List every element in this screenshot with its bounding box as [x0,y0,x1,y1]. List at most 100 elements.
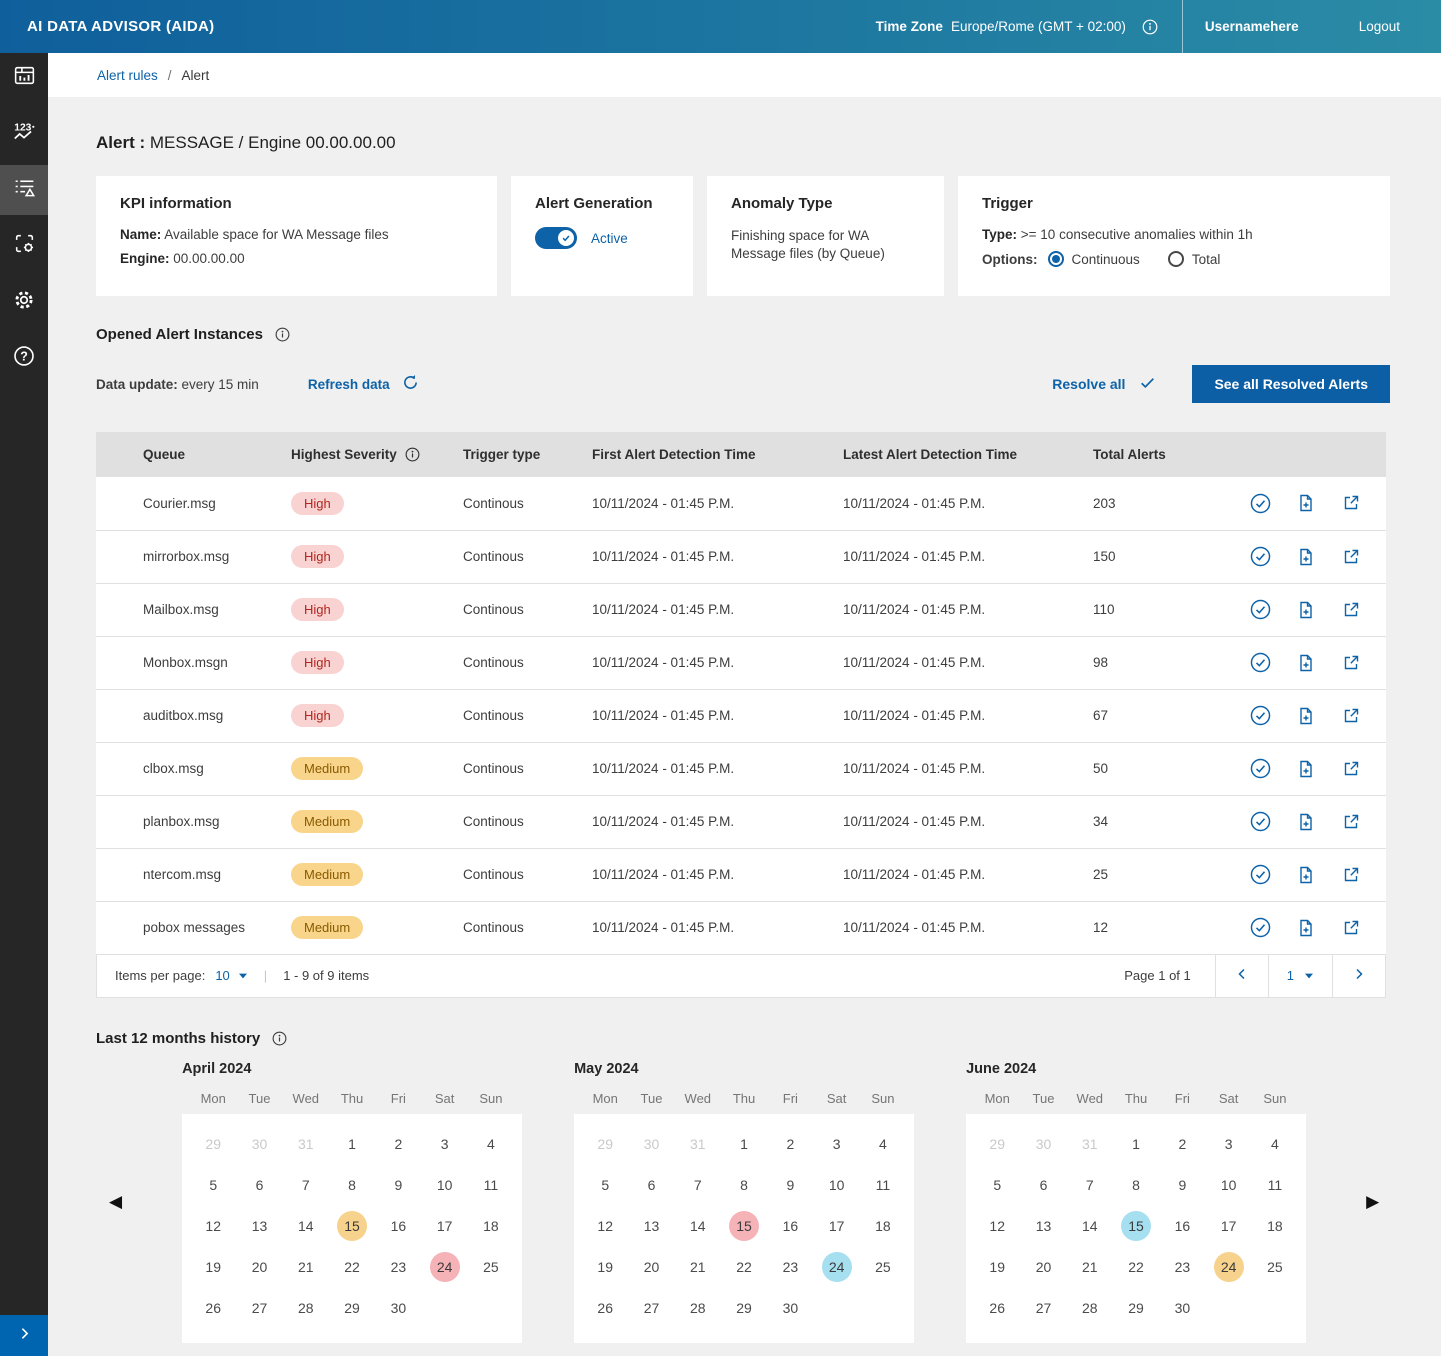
calendar-day[interactable]: 13 [1035,1218,1052,1234]
next-months-arrow[interactable]: ▶ [1366,1192,1380,1211]
calendar-day[interactable]: 12 [597,1218,613,1234]
page-number-select[interactable]: 1 [1267,954,1332,997]
calendar-day[interactable]: 29 [597,1136,613,1152]
sidebar-item-help[interactable]: ? [0,333,48,383]
calendar-day[interactable]: 21 [1081,1259,1098,1275]
calendar-day[interactable]: 23 [390,1259,407,1275]
calendar-day[interactable]: 9 [394,1177,403,1193]
calendar-day[interactable]: 12 [989,1218,1005,1234]
calendar-day[interactable]: 22 [344,1259,360,1275]
open-external-icon[interactable] [1341,759,1361,779]
calendar-day[interactable]: 7 [1085,1177,1094,1193]
calendar-day[interactable]: 10 [828,1177,845,1193]
calendar-day[interactable]: 17 [436,1218,453,1234]
calendar-day[interactable]: 25 [483,1259,499,1275]
calendar-day[interactable]: 2 [394,1136,403,1152]
calendar-day[interactable]: 9 [786,1177,795,1193]
report-file-icon[interactable] [1296,493,1316,513]
report-file-icon[interactable] [1296,600,1316,620]
sidebar-item-dashboard[interactable] [0,53,48,103]
calendar-day[interactable]: 19 [597,1259,613,1275]
resolve-check-icon[interactable] [1250,811,1271,832]
calendar-day[interactable]: 1 [348,1136,356,1152]
report-file-icon[interactable] [1296,812,1316,832]
open-external-icon[interactable] [1341,493,1361,513]
calendar-day[interactable]: 1 [1132,1136,1140,1152]
resolve-check-icon[interactable] [1250,705,1271,726]
calendar-day[interactable]: 14 [1081,1218,1098,1234]
calendar-day[interactable]: 14 [689,1218,706,1234]
report-file-icon[interactable] [1296,759,1316,779]
radio-option-total[interactable]: Total [1167,251,1220,267]
calendar-day[interactable]: 17 [828,1218,845,1234]
calendar-day[interactable]: 27 [1035,1300,1052,1316]
sidebar-item-alert-rules[interactable] [0,165,48,215]
calendar-day[interactable]: 15 [329,1206,375,1247]
calendar-day[interactable]: 10 [436,1177,453,1193]
calendar-day[interactable]: 21 [689,1259,706,1275]
calendar-day[interactable]: 26 [597,1300,613,1316]
report-file-icon[interactable] [1296,865,1316,885]
resolve-check-icon[interactable] [1250,599,1271,620]
calendar-day[interactable]: 7 [301,1177,310,1193]
calendar-day[interactable]: 29 [736,1300,752,1316]
calendar-day[interactable]: 20 [1035,1259,1052,1275]
calendar-day[interactable]: 20 [251,1259,268,1275]
calendar-day[interactable]: 29 [205,1136,221,1152]
refresh-data-button[interactable]: Refresh data [308,374,419,394]
calendar-day[interactable]: 4 [1271,1136,1279,1152]
calendar-day[interactable]: 18 [875,1218,891,1234]
calendar-day[interactable]: 23 [1174,1259,1191,1275]
calendar-day[interactable]: 31 [297,1136,314,1152]
see-all-resolved-button[interactable]: See all Resolved Alerts [1192,365,1390,403]
calendar-day[interactable]: 19 [205,1259,221,1275]
calendar-day[interactable]: 18 [483,1218,499,1234]
previous-page-button[interactable] [1214,954,1268,997]
open-external-icon[interactable] [1341,547,1361,567]
calendar-day[interactable]: 30 [782,1300,799,1316]
open-external-icon[interactable] [1341,812,1361,832]
calendar-day[interactable]: 16 [1174,1218,1191,1234]
calendar-day[interactable]: 15 [1113,1206,1159,1247]
calendar-day[interactable]: 6 [255,1177,264,1193]
calendar-day[interactable]: 23 [782,1259,799,1275]
calendar-day[interactable]: 30 [390,1300,407,1316]
calendar-day[interactable]: 1 [740,1136,748,1152]
calendar-day[interactable]: 11 [875,1177,891,1193]
items-per-page-select[interactable]: 10 [215,968,247,983]
calendar-day[interactable]: 24 [814,1247,860,1288]
calendar-day[interactable]: 10 [1220,1177,1237,1193]
calendar-day[interactable]: 13 [251,1218,268,1234]
report-file-icon[interactable] [1296,918,1316,938]
previous-months-arrow[interactable]: ◀ [109,1192,123,1211]
calendar-day[interactable]: 9 [1178,1177,1187,1193]
opened-alerts-info-icon[interactable] [275,327,290,342]
breadcrumb-alert-rules-link[interactable]: Alert rules [97,67,158,83]
calendar-day[interactable]: 22 [1128,1259,1144,1275]
calendar-day[interactable]: 4 [487,1136,495,1152]
calendar-day[interactable]: 24 [1206,1247,1252,1288]
resolve-check-icon[interactable] [1250,493,1271,514]
open-external-icon[interactable] [1341,600,1361,620]
sidebar-item-kpi-trend[interactable]: 123 [0,109,48,159]
open-external-icon[interactable] [1341,653,1361,673]
timezone-info-icon[interactable] [1142,19,1158,35]
calendar-day[interactable]: 31 [689,1136,706,1152]
calendar-day[interactable]: 30 [1174,1300,1191,1316]
calendar-day[interactable]: 19 [989,1259,1005,1275]
calendar-day[interactable]: 16 [782,1218,799,1234]
sidebar-item-settings[interactable] [0,277,48,327]
calendar-day[interactable]: 25 [1267,1259,1283,1275]
sidebar-expand-button[interactable] [0,1315,48,1356]
calendar-day[interactable]: 8 [1132,1177,1140,1193]
calendar-day[interactable]: 11 [1267,1177,1283,1193]
calendar-day[interactable]: 6 [1039,1177,1048,1193]
report-file-icon[interactable] [1296,653,1316,673]
calendar-day[interactable]: 28 [1081,1300,1098,1316]
sidebar-item-kpi-config[interactable] [0,221,48,271]
calendar-day[interactable]: 21 [297,1259,314,1275]
calendar-day[interactable]: 24 [422,1247,468,1288]
calendar-day[interactable]: 7 [693,1177,702,1193]
calendar-day[interactable]: 16 [390,1218,407,1234]
calendar-day[interactable]: 28 [689,1300,706,1316]
